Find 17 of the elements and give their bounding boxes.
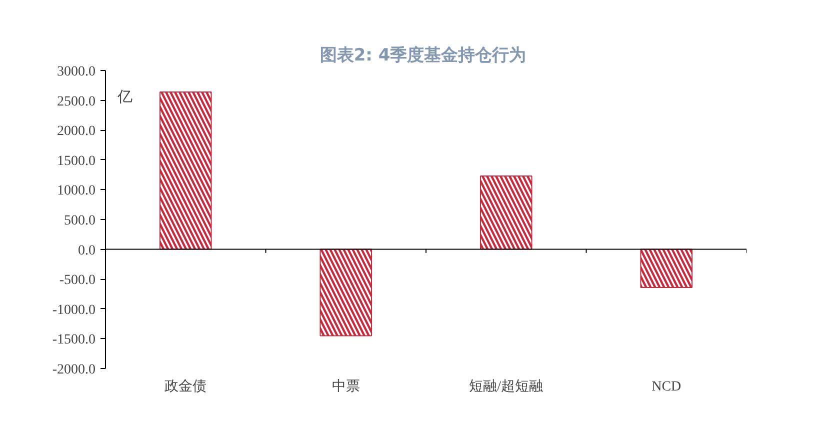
y-tick-label: -1500.0 <box>52 332 96 348</box>
y-tick-label: -1000.0 <box>52 302 96 318</box>
y-tick-label: 0.0 <box>78 243 96 258</box>
y-tick-label: -500.0 <box>59 273 96 288</box>
x-tick-label: 短融/超短融 <box>469 378 544 394</box>
y-tick-label: 500.0 <box>64 214 96 228</box>
y-tick-label: 2000.0 <box>57 124 96 140</box>
y-tick-label: 1000.0 <box>57 184 96 199</box>
x-tick-label: 政金债 <box>164 378 207 394</box>
chart-title: 图表2: 4季度基金持仓行为 <box>320 46 526 66</box>
x-tick-label: 中票 <box>332 378 360 394</box>
y-axis-title: 亿 <box>116 90 132 106</box>
y-tick-label: 2500.0 <box>57 94 96 110</box>
x-tick-label: NCD <box>652 380 682 394</box>
y-tick-label: 1500.0 <box>57 154 96 169</box>
y-tick-label: 3000.0 <box>57 64 96 80</box>
y-tick-label: -2000.0 <box>52 362 96 378</box>
